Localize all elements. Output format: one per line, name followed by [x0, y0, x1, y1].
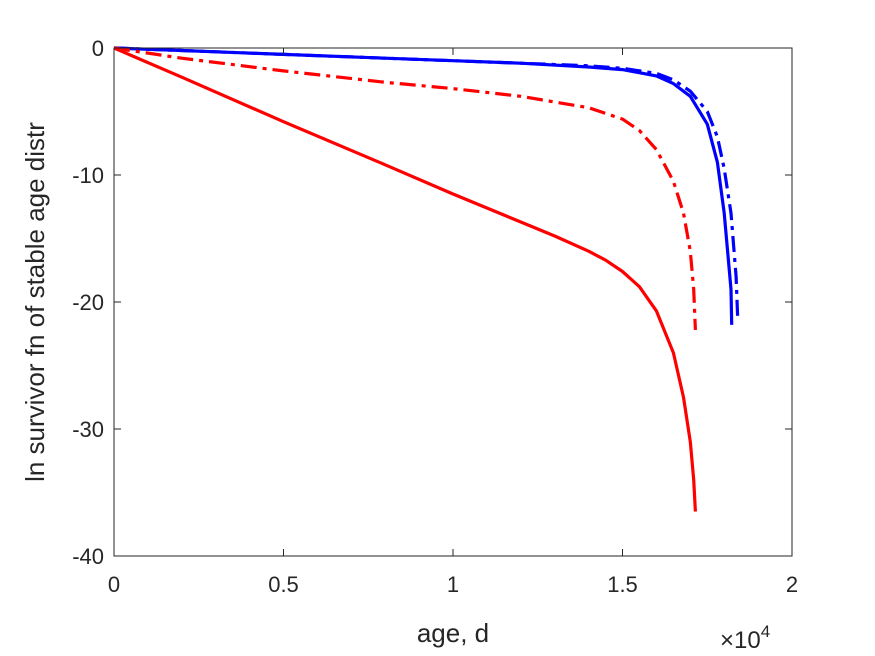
- x-tick-label: 2: [786, 572, 798, 597]
- x-exponent-base: ×10: [720, 627, 761, 654]
- series-line-2: [113, 46, 740, 322]
- x-axis-label: age, d: [417, 618, 489, 648]
- x-tick-label: 0.5: [268, 572, 299, 597]
- series-line-1: [113, 46, 734, 325]
- series-line-3: [113, 46, 697, 330]
- x-tick-label: 1.5: [607, 572, 638, 597]
- x-tick-label: 0: [108, 572, 120, 597]
- y-axis-label: ln survivor fn of stable age distr: [20, 122, 50, 482]
- y-tick-label: -40: [72, 544, 104, 569]
- x-exponent-power: 4: [761, 622, 770, 641]
- tick-layer: 0 0.5 1 1.5 2 0 -10 -20 -30 -40: [72, 36, 798, 597]
- x-tick-label: 1: [447, 572, 459, 597]
- y-tick-label: 0: [92, 36, 104, 61]
- y-tick-label: -10: [72, 163, 104, 188]
- series-layer: [113, 46, 740, 512]
- series-line-4: [113, 46, 697, 512]
- y-tick-label: -20: [72, 290, 104, 315]
- plot-area: [114, 48, 792, 556]
- x-exponent-label: ×104: [720, 622, 770, 654]
- y-tick-label: -30: [72, 417, 104, 442]
